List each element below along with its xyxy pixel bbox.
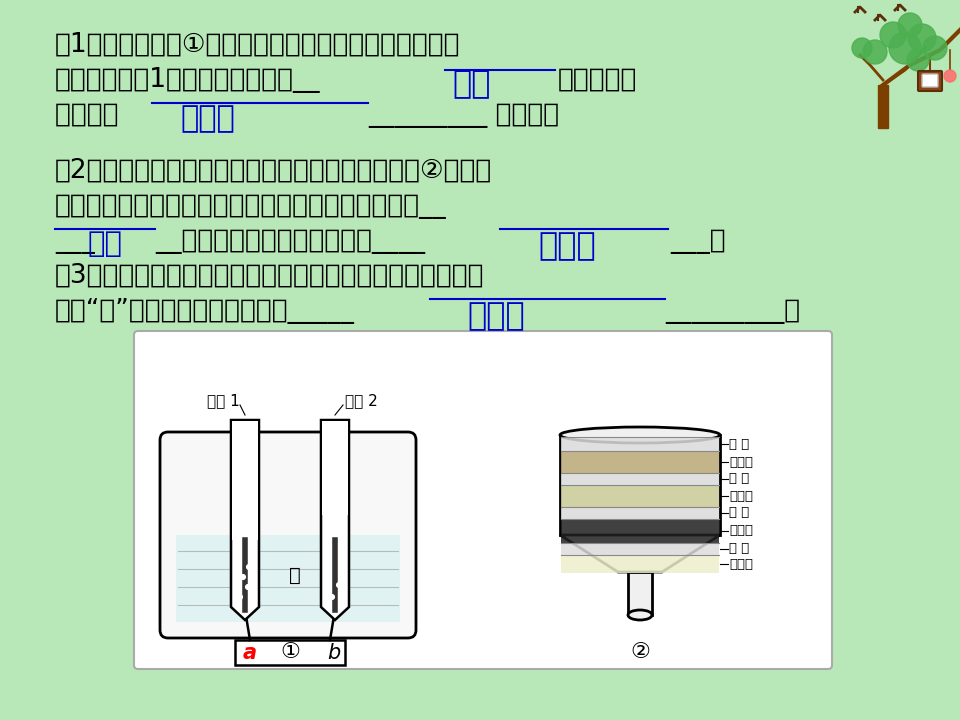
- Circle shape: [944, 70, 956, 82]
- Text: b: b: [327, 643, 340, 663]
- Polygon shape: [560, 535, 720, 572]
- Polygon shape: [231, 420, 259, 620]
- Text: 活性炭: 活性炭: [538, 231, 596, 262]
- Circle shape: [898, 13, 922, 37]
- Bar: [322, 421, 348, 515]
- Circle shape: [852, 38, 872, 58]
- Text: 过滤: 过滤: [88, 230, 123, 258]
- FancyBboxPatch shape: [922, 74, 938, 87]
- Text: 活性炭: 活性炭: [729, 524, 753, 538]
- Text: 明水是由: 明水是由: [55, 102, 135, 128]
- Text: 试管 1: 试管 1: [207, 393, 240, 408]
- Bar: [561, 437, 719, 451]
- Bar: [561, 543, 719, 555]
- Ellipse shape: [560, 427, 720, 443]
- Bar: [176, 535, 400, 622]
- Circle shape: [908, 24, 936, 52]
- Polygon shape: [878, 85, 888, 128]
- Circle shape: [889, 32, 921, 64]
- Circle shape: [907, 49, 929, 71]
- Text: 时间后，试管1中所收集的气体为__: 时间后，试管1中所收集的气体为__: [55, 67, 321, 93]
- Text: 见的“水”，其中属于纯净物的是_____: 见的“水”，其中属于纯净物的是_____: [55, 298, 355, 324]
- Text: ①: ①: [280, 642, 300, 662]
- Text: 纱 布: 纱 布: [729, 438, 749, 451]
- Text: ②: ②: [630, 642, 650, 662]
- Text: ___: ___: [55, 228, 95, 254]
- Bar: [235, 640, 345, 665]
- Bar: [560, 435, 720, 535]
- Bar: [561, 485, 719, 507]
- Circle shape: [923, 36, 947, 60]
- Text: 蒸馏水: 蒸馏水: [467, 301, 525, 332]
- Text: 小卵石: 小卵石: [729, 456, 753, 469]
- Circle shape: [246, 585, 251, 590]
- Circle shape: [247, 564, 252, 570]
- Bar: [561, 519, 719, 543]
- Circle shape: [863, 40, 887, 64]
- Bar: [628, 572, 652, 615]
- Text: 简易净水器，其中小卵石、石英沙和膨松棉的作用是__: 简易净水器，其中小卵石、石英沙和膨松棉的作用是__: [55, 193, 446, 219]
- Text: 膨松棉: 膨松棉: [729, 557, 753, 570]
- Text: （3）矿泉水、蒸馏水、自来水和净化后的雨水都是生活中常: （3）矿泉水、蒸馏水、自来水和净化后的雨水都是生活中常: [55, 263, 485, 289]
- Text: __，起吸附异味和色素的物是____: __，起吸附异味和色素的物是____: [155, 228, 425, 254]
- Circle shape: [237, 595, 243, 600]
- Text: 氢气: 氢气: [452, 69, 491, 100]
- Text: ___。: ___。: [670, 228, 726, 254]
- Bar: [561, 507, 719, 519]
- Circle shape: [241, 575, 246, 580]
- Text: 氢和氧: 氢和氧: [180, 104, 235, 133]
- FancyBboxPatch shape: [160, 432, 416, 638]
- Text: 试管 2: 试管 2: [345, 393, 377, 408]
- Polygon shape: [321, 420, 349, 620]
- Circle shape: [329, 595, 334, 600]
- Text: 纱 布: 纱 布: [729, 472, 749, 485]
- Text: 纱 布: 纱 布: [729, 542, 749, 556]
- Bar: [561, 473, 719, 485]
- Ellipse shape: [628, 610, 652, 620]
- FancyBboxPatch shape: [134, 331, 832, 669]
- Circle shape: [337, 582, 342, 588]
- Text: 纱 布: 纱 布: [729, 506, 749, 520]
- Bar: [561, 451, 719, 473]
- Text: ，该实验说: ，该实验说: [558, 67, 637, 93]
- Text: （2）小刚为了净化收集到的雨水，自制了一个如图②所示的: （2）小刚为了净化收集到的雨水，自制了一个如图②所示的: [55, 158, 492, 184]
- Text: 石英沙: 石英沙: [729, 490, 753, 503]
- Bar: [232, 421, 258, 540]
- Text: a: a: [243, 643, 257, 663]
- Text: 水: 水: [289, 565, 300, 585]
- Text: （1）小刚利用图①所示的装置探究水的组成。通电一段: （1）小刚利用图①所示的装置探究水的组成。通电一段: [55, 32, 461, 58]
- Text: _________ 组成的。: _________ 组成的。: [368, 102, 559, 128]
- FancyBboxPatch shape: [918, 71, 942, 91]
- Bar: [561, 555, 719, 573]
- Circle shape: [880, 22, 906, 48]
- Text: _________。: _________。: [665, 298, 800, 324]
